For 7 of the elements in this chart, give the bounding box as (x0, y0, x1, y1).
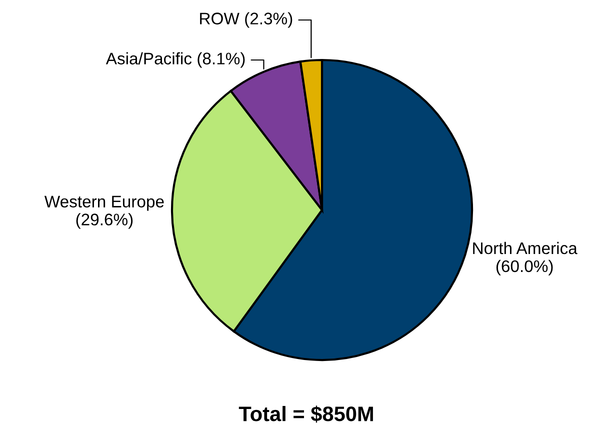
data-label: (60.0%) (496, 260, 553, 276)
slice-label: North America (473, 242, 578, 254)
text: Total = $850M (238, 406, 373, 423)
slice-label: Western Europe (44, 196, 164, 211)
data-label: (29.6%) (76, 213, 133, 229)
slice-label: Asia/Pacific (8.1%) (106, 52, 245, 68)
slice-label: ROW (2.3%) (200, 12, 292, 28)
